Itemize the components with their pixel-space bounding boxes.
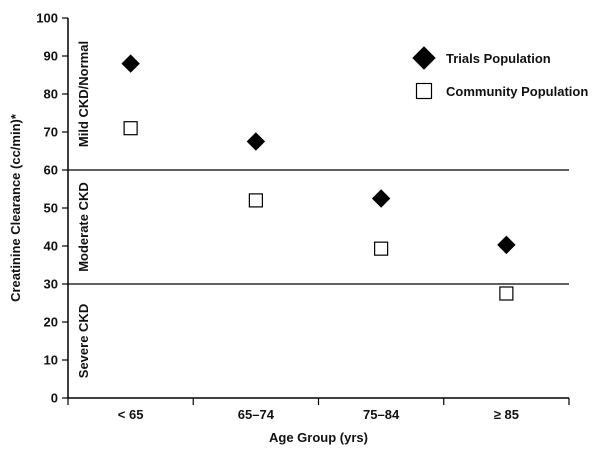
square-point	[248, 193, 263, 208]
y-tick-label: 10	[44, 353, 58, 368]
diamond-point	[371, 189, 391, 208]
legend-label: Community Population	[446, 84, 588, 99]
y-axis-title: Creatinine Clearance (cc/min)*	[8, 113, 23, 302]
x-tick-label: 75–84	[363, 407, 400, 422]
band-label: Severe CKD	[76, 304, 91, 378]
square-point	[123, 121, 138, 136]
diamond-point	[246, 132, 266, 151]
y-tick-label: 60	[44, 163, 58, 178]
x-axis-title: Age Group (yrs)	[269, 430, 368, 445]
reference-lines	[68, 169, 569, 285]
y-tick-label: 70	[44, 125, 58, 140]
y-tick-label: 20	[44, 315, 58, 330]
diamond-point	[121, 54, 140, 73]
band-label: Moderate CKD	[76, 182, 91, 272]
y-tick-label: 90	[44, 49, 58, 64]
y-tick-label: 30	[44, 277, 58, 292]
y-tick-label: 40	[44, 239, 58, 254]
y-tick-label: 50	[44, 201, 58, 216]
x-tick-label: 65–74	[238, 407, 275, 422]
band-labels: Mild CKD/Normal Moderate CKD Severe CKD	[76, 41, 91, 378]
axes	[67, 18, 569, 399]
y-axis-ticks: 0 10 20 30 40 50 60 70 80 90 100	[36, 11, 68, 406]
legend: Trials Population Community Population	[412, 46, 588, 100]
legend-label: Trials Population	[446, 51, 551, 66]
x-tick-label: ≥ 85	[494, 407, 519, 422]
square-point	[499, 286, 514, 301]
legend-diamond-icon	[412, 46, 436, 70]
y-tick-label: 80	[44, 87, 58, 102]
data-marks	[121, 54, 516, 301]
y-tick-label: 0	[51, 391, 58, 406]
square-point	[374, 241, 389, 256]
diamond-point	[497, 235, 516, 255]
legend-square-icon	[415, 82, 433, 100]
band-label: Mild CKD/Normal	[76, 41, 91, 147]
x-axis-ticks: < 65 65–74 75–84 ≥ 85	[67, 398, 570, 422]
y-tick-label: 100	[36, 11, 58, 26]
x-tick-label: < 65	[118, 407, 144, 422]
